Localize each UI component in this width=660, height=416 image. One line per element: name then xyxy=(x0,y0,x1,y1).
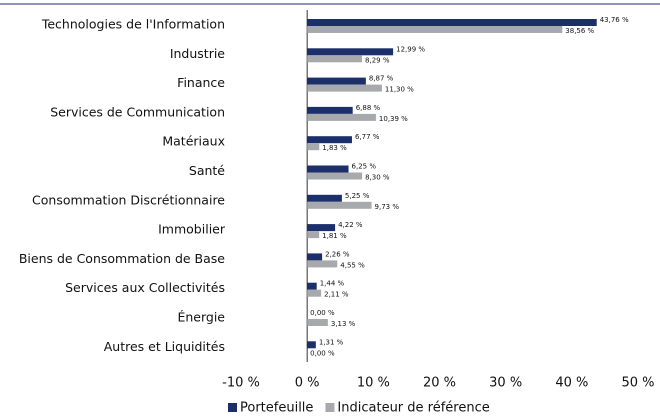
value-label: 5,25 % xyxy=(345,192,370,200)
value-label: 6,25 % xyxy=(352,163,377,171)
bar xyxy=(307,48,394,56)
category-label: Technologies de l'Information xyxy=(41,17,225,32)
bar xyxy=(307,143,320,151)
x-tick-label: 40 % xyxy=(555,376,588,391)
bar xyxy=(307,194,342,202)
bar xyxy=(307,341,316,349)
value-label: 8,30 % xyxy=(365,174,390,182)
category-label: Autres et Liquidités xyxy=(104,339,225,354)
category-label: Matériaux xyxy=(162,134,225,149)
value-label: 11,30 % xyxy=(385,86,414,94)
value-label: 0,00 % xyxy=(310,309,335,317)
x-tick-label: 0 % xyxy=(295,376,320,391)
category-label: Finance xyxy=(177,75,225,90)
bar xyxy=(307,201,372,209)
value-label: 1,81 % xyxy=(322,232,347,240)
value-label: 4,22 % xyxy=(338,221,363,229)
value-label: 8,87 % xyxy=(369,75,394,83)
value-label: 3,13 % xyxy=(331,320,356,328)
category-label: Consommation Discrétionnaire xyxy=(32,192,225,207)
category-label: Industrie xyxy=(170,46,225,61)
value-label: 2,11 % xyxy=(324,291,349,299)
bar xyxy=(307,84,382,92)
category-label: Services de Communication xyxy=(50,104,225,119)
bar xyxy=(307,253,323,261)
bar xyxy=(307,172,363,180)
bar xyxy=(307,224,336,232)
value-label: 43,76 % xyxy=(600,16,629,24)
bar xyxy=(307,260,338,268)
bar xyxy=(307,289,322,297)
category-label: Biens de Consommation de Base xyxy=(19,251,225,266)
bar xyxy=(307,319,328,326)
legend-label: Indicateur de référence xyxy=(337,401,489,416)
bar xyxy=(307,106,353,114)
value-label: 38,56 % xyxy=(565,27,594,35)
legend-swatch xyxy=(325,403,335,412)
x-tick-label: 50 % xyxy=(621,376,654,391)
x-tick-label: 10 % xyxy=(357,376,390,391)
value-label: 9,73 % xyxy=(375,203,400,211)
value-label: 2,26 % xyxy=(325,250,350,258)
value-label: 0,00 % xyxy=(310,349,335,357)
bar xyxy=(307,231,320,239)
category-label: Immobilier xyxy=(158,222,226,237)
category-label: Santé xyxy=(189,163,225,178)
value-label: 6,77 % xyxy=(355,133,380,141)
bar xyxy=(307,19,597,26)
value-label: 4,55 % xyxy=(340,261,365,269)
category-label: Services aux Collectivités xyxy=(65,280,225,295)
bar xyxy=(307,136,352,144)
bar xyxy=(307,282,317,290)
x-tick-label: -10 % xyxy=(222,376,260,391)
bar xyxy=(307,77,366,85)
value-label: 8,29 % xyxy=(365,56,390,64)
x-tick-label: 20 % xyxy=(423,376,456,391)
value-label: 1,31 % xyxy=(319,338,344,346)
value-label: 1,83 % xyxy=(322,144,347,152)
value-label: 6,88 % xyxy=(356,104,381,112)
value-label: 1,44 % xyxy=(320,280,345,288)
value-label: 10,39 % xyxy=(379,115,408,123)
bar xyxy=(307,113,376,121)
legend-label: Portefeuille xyxy=(240,401,313,416)
category-label: Énergie xyxy=(177,310,225,325)
x-tick-label: 30 % xyxy=(489,376,522,391)
bar xyxy=(307,165,349,173)
value-label: 12,99 % xyxy=(396,45,425,53)
legend-swatch xyxy=(228,403,237,412)
bar xyxy=(307,26,563,33)
bar xyxy=(307,55,363,63)
